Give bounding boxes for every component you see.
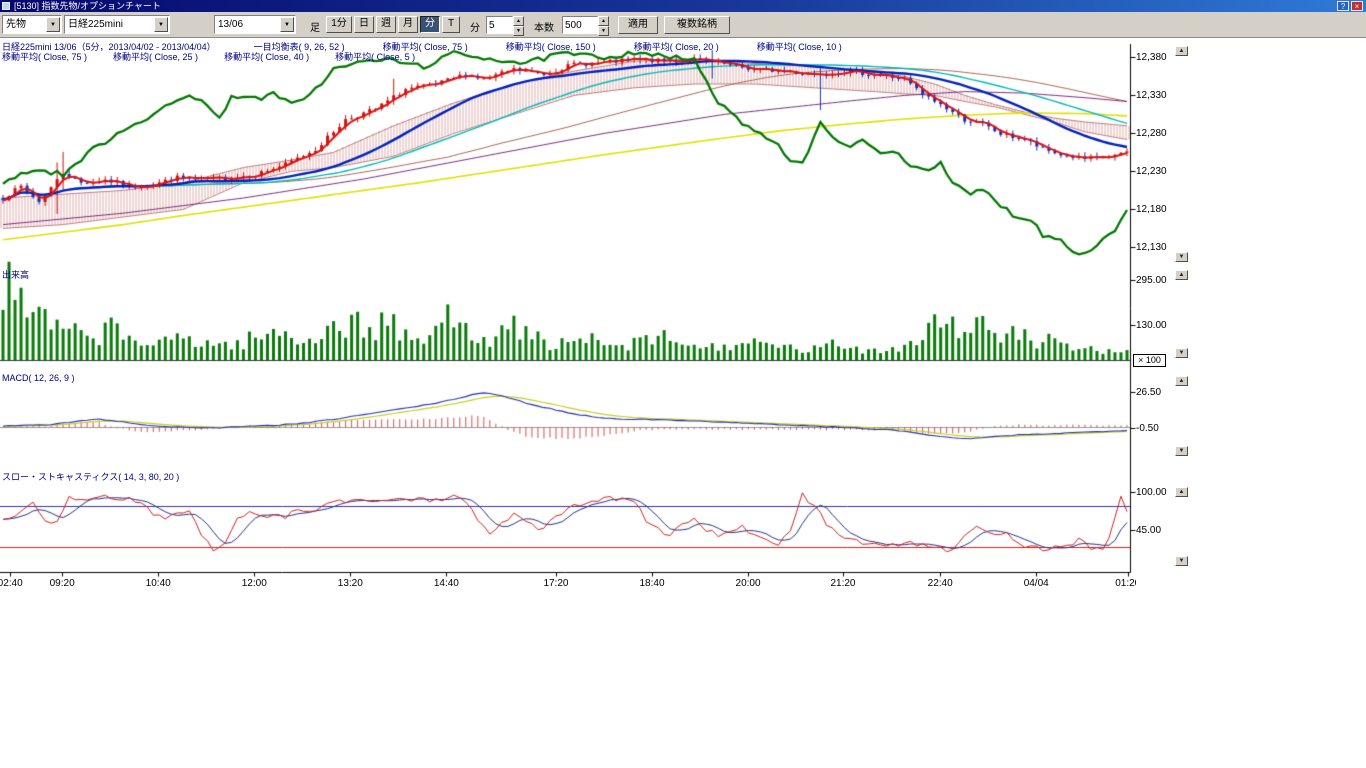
- price-axis-label: 12,180: [1136, 204, 1167, 215]
- price-axis-label: 12,130: [1136, 242, 1167, 253]
- scroll-up-button[interactable]: ▲: [1175, 46, 1188, 56]
- stoch-panel-label: スロー・ストキャスティクス( 14, 3, 80, 20 ): [2, 470, 179, 483]
- x-axis-label: 13:20: [328, 578, 372, 589]
- volume-axis-label: 295.00: [1136, 275, 1167, 286]
- x-axis-label: 04/04: [1014, 578, 1058, 589]
- x-axis-label: 17:20: [534, 578, 578, 589]
- legend-item: 移動平均( Close, 40 ): [224, 50, 309, 63]
- macd-panel-label: MACD( 12, 26, 9 ): [2, 373, 75, 383]
- legend-item: 移動平均( Close, 25 ): [113, 50, 198, 63]
- help-button[interactable]: ?: [1337, 1, 1349, 11]
- x-axis-label: 02:40: [0, 578, 32, 589]
- scroll-up-button[interactable]: ▲: [1175, 376, 1188, 386]
- scroll-up-button[interactable]: ▲: [1175, 487, 1188, 497]
- period-label: 足: [310, 19, 320, 34]
- legend-item: 移動平均( Close, 75 ): [2, 50, 87, 63]
- category-select[interactable]: 先物 ▼: [2, 15, 62, 34]
- period-button-minute[interactable]: 分: [420, 16, 440, 33]
- spinner-arrows: ▲ ▼: [513, 16, 524, 34]
- spin-up-icon[interactable]: ▲: [598, 16, 609, 26]
- chevron-down-icon[interactable]: ▼: [46, 17, 60, 32]
- spinner-arrows: ▲ ▼: [598, 16, 609, 34]
- period-button-1min[interactable]: 1分: [326, 16, 352, 33]
- x-axis-label: 22:40: [918, 578, 962, 589]
- spin-down-icon[interactable]: ▼: [513, 26, 524, 36]
- minutes-spinner[interactable]: ▲ ▼: [486, 16, 524, 34]
- toolbar: 先物 ▼ 日経225mini ▼ 13/06 ▼ 足 1分 日 週 月 分 T …: [0, 12, 1366, 38]
- scroll-down-button[interactable]: ▼: [1175, 556, 1188, 566]
- stoch-axis-label: 100.00: [1136, 487, 1167, 498]
- contract-value: 13/06: [218, 17, 243, 33]
- x-axis-label: 01:20: [1106, 578, 1136, 589]
- period-button-day[interactable]: 日: [354, 16, 374, 33]
- legend-item: 移動平均( Close, 10 ): [757, 40, 842, 53]
- x-axis-labels: 02:40 09:20 10:40 12:00 13:20 14:40 17:20 18:40…: [0, 578, 1136, 592]
- chart-overlay: 日経225mini 13/06（5分，2013/04/02 - 2013/04/…: [0, 0, 1366, 640]
- window-title: [5130] 指数先物/オプションチャート: [14, 0, 161, 12]
- app-icon: [2, 2, 10, 10]
- bars-spinner[interactable]: ▲ ▼: [562, 16, 609, 34]
- price-axis-label: 12,380: [1136, 52, 1167, 63]
- scroll-down-button[interactable]: ▼: [1175, 348, 1188, 358]
- period-button-month[interactable]: 月: [398, 16, 418, 33]
- legend-item: 移動平均( Close, 5 ): [335, 50, 415, 63]
- x-axis-label: 10:40: [136, 578, 180, 589]
- volume-panel-label: 出来高: [2, 268, 29, 281]
- price-axis-label: 12,230: [1136, 166, 1167, 177]
- legend-item: 移動平均( Close, 150 ): [506, 40, 596, 53]
- minutes-input[interactable]: [486, 16, 513, 34]
- price-axis-label: 12,330: [1136, 90, 1167, 101]
- spin-up-icon[interactable]: ▲: [513, 16, 524, 26]
- x-axis-label: 12:00: [232, 578, 276, 589]
- macd-axis-label: 26.50: [1136, 387, 1161, 398]
- contract-select[interactable]: 13/06 ▼: [214, 15, 296, 34]
- minutes-label: 分: [470, 19, 480, 34]
- x-axis-label: 09:20: [40, 578, 84, 589]
- period-button-week[interactable]: 週: [376, 16, 396, 33]
- bars-label: 本数: [534, 19, 554, 34]
- symbol-value: 日経225mini: [68, 17, 123, 33]
- symbol-select[interactable]: 日経225mini ▼: [64, 15, 170, 34]
- scroll-down-button[interactable]: ▼: [1175, 446, 1188, 456]
- price-axis-label: 12,280: [1136, 128, 1167, 139]
- title-bar: [5130] 指数先物/オプションチャート ? ×: [0, 0, 1366, 12]
- volume-multiplier-badge: × 100: [1133, 354, 1166, 367]
- close-icon[interactable]: ×: [1351, 1, 1363, 11]
- bars-input[interactable]: [562, 16, 598, 34]
- legend-item: 移動平均( Close, 20 ): [634, 40, 719, 53]
- legend-row-2: 移動平均( Close, 75 ) 移動平均( Close, 25 ) 移動平均( …: [2, 50, 415, 63]
- category-value: 先物: [6, 17, 26, 33]
- x-axis-label: 18:40: [630, 578, 674, 589]
- macd-axis-label: -0.50: [1136, 423, 1159, 434]
- scroll-up-button[interactable]: ▲: [1175, 270, 1188, 280]
- volume-axis-label: 130.00: [1136, 320, 1167, 331]
- period-button-tick[interactable]: T: [442, 16, 460, 33]
- stoch-axis-label: 45.00: [1136, 525, 1161, 536]
- x-axis-label: 20:00: [726, 578, 770, 589]
- multi-symbol-button[interactable]: 複数銘柄: [664, 16, 730, 34]
- x-axis-label: 14:40: [424, 578, 468, 589]
- chevron-down-icon[interactable]: ▼: [280, 17, 294, 32]
- spin-down-icon[interactable]: ▼: [598, 26, 609, 36]
- apply-button[interactable]: 適用: [618, 16, 658, 34]
- chevron-down-icon[interactable]: ▼: [154, 17, 168, 32]
- scroll-down-button[interactable]: ▼: [1175, 252, 1188, 262]
- x-axis-label: 21:20: [821, 578, 865, 589]
